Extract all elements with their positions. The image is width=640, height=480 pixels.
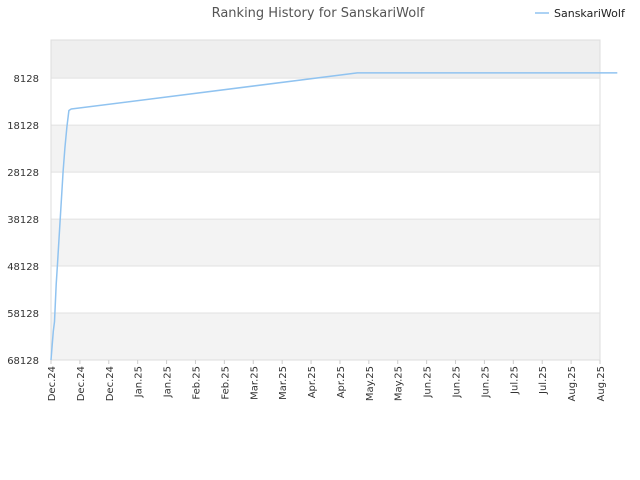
x-tick-label: Jul.25 <box>509 366 520 395</box>
x-tick-label: Apr.25 <box>336 366 347 398</box>
series-layer <box>50 72 618 361</box>
y-tick-label: 58128 <box>7 309 39 320</box>
x-tick-label: Dec.24 <box>47 366 58 401</box>
legend: SanskariWolf <box>535 7 626 20</box>
legend-label: SanskariWolf <box>554 7 626 20</box>
x-tick-label: Jun.25 <box>480 366 491 399</box>
x-tick-label: Aug.25 <box>567 366 578 401</box>
x-tick-label: Mar.25 <box>278 366 289 400</box>
x-tick-label: Mar.25 <box>249 366 260 400</box>
x-tick-label: Dec.24 <box>76 366 87 401</box>
x-tick-label: Jul.25 <box>538 366 549 395</box>
x-tick-label: May.25 <box>365 366 376 401</box>
band <box>51 266 600 314</box>
plot-bands <box>51 40 600 360</box>
y-tick-label: 8128 <box>14 74 39 85</box>
y-tick-label: 18128 <box>7 121 39 132</box>
x-axis: Dec.24 Dec.24 Dec.24 Jan.25 Jan.25 Feb.25 Feb.… <box>47 360 607 401</box>
band <box>51 78 600 126</box>
band <box>51 172 600 220</box>
band <box>51 125 600 173</box>
y-tick-label: 68128 <box>7 356 39 367</box>
y-tick-label: 28128 <box>7 168 39 179</box>
x-tick-label: Feb.25 <box>220 366 231 400</box>
x-tick-label: Jun.25 <box>452 366 463 399</box>
band-top <box>51 40 600 79</box>
x-tick-label: Aug.25 <box>596 366 607 401</box>
x-tick-label: Feb.25 <box>191 366 202 400</box>
band <box>51 219 600 267</box>
y-tick-label: 38128 <box>7 215 39 226</box>
x-tick-label: Apr.25 <box>307 366 318 398</box>
plot-border <box>50 39 601 361</box>
series-line-sanskariwolf <box>50 72 618 361</box>
band <box>51 313 600 360</box>
x-tick-label: Dec.24 <box>105 366 116 401</box>
y-axis: 8128 18128 28128 38128 48128 58128 68128 <box>7 74 39 367</box>
x-tick-label: Jun.25 <box>423 366 434 399</box>
x-tick-label: May.25 <box>394 366 405 401</box>
chart-title: Ranking History for SanskariWolf <box>212 6 425 21</box>
x-tick-label: Jan.25 <box>163 366 174 398</box>
x-tick-label: Jan.25 <box>134 366 145 398</box>
y-tick-label: 48128 <box>7 262 39 273</box>
